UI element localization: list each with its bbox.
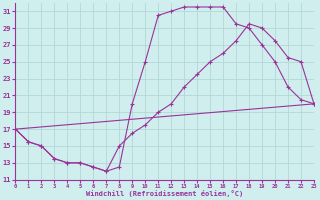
X-axis label: Windchill (Refroidissement éolien,°C): Windchill (Refroidissement éolien,°C) — [86, 190, 243, 197]
